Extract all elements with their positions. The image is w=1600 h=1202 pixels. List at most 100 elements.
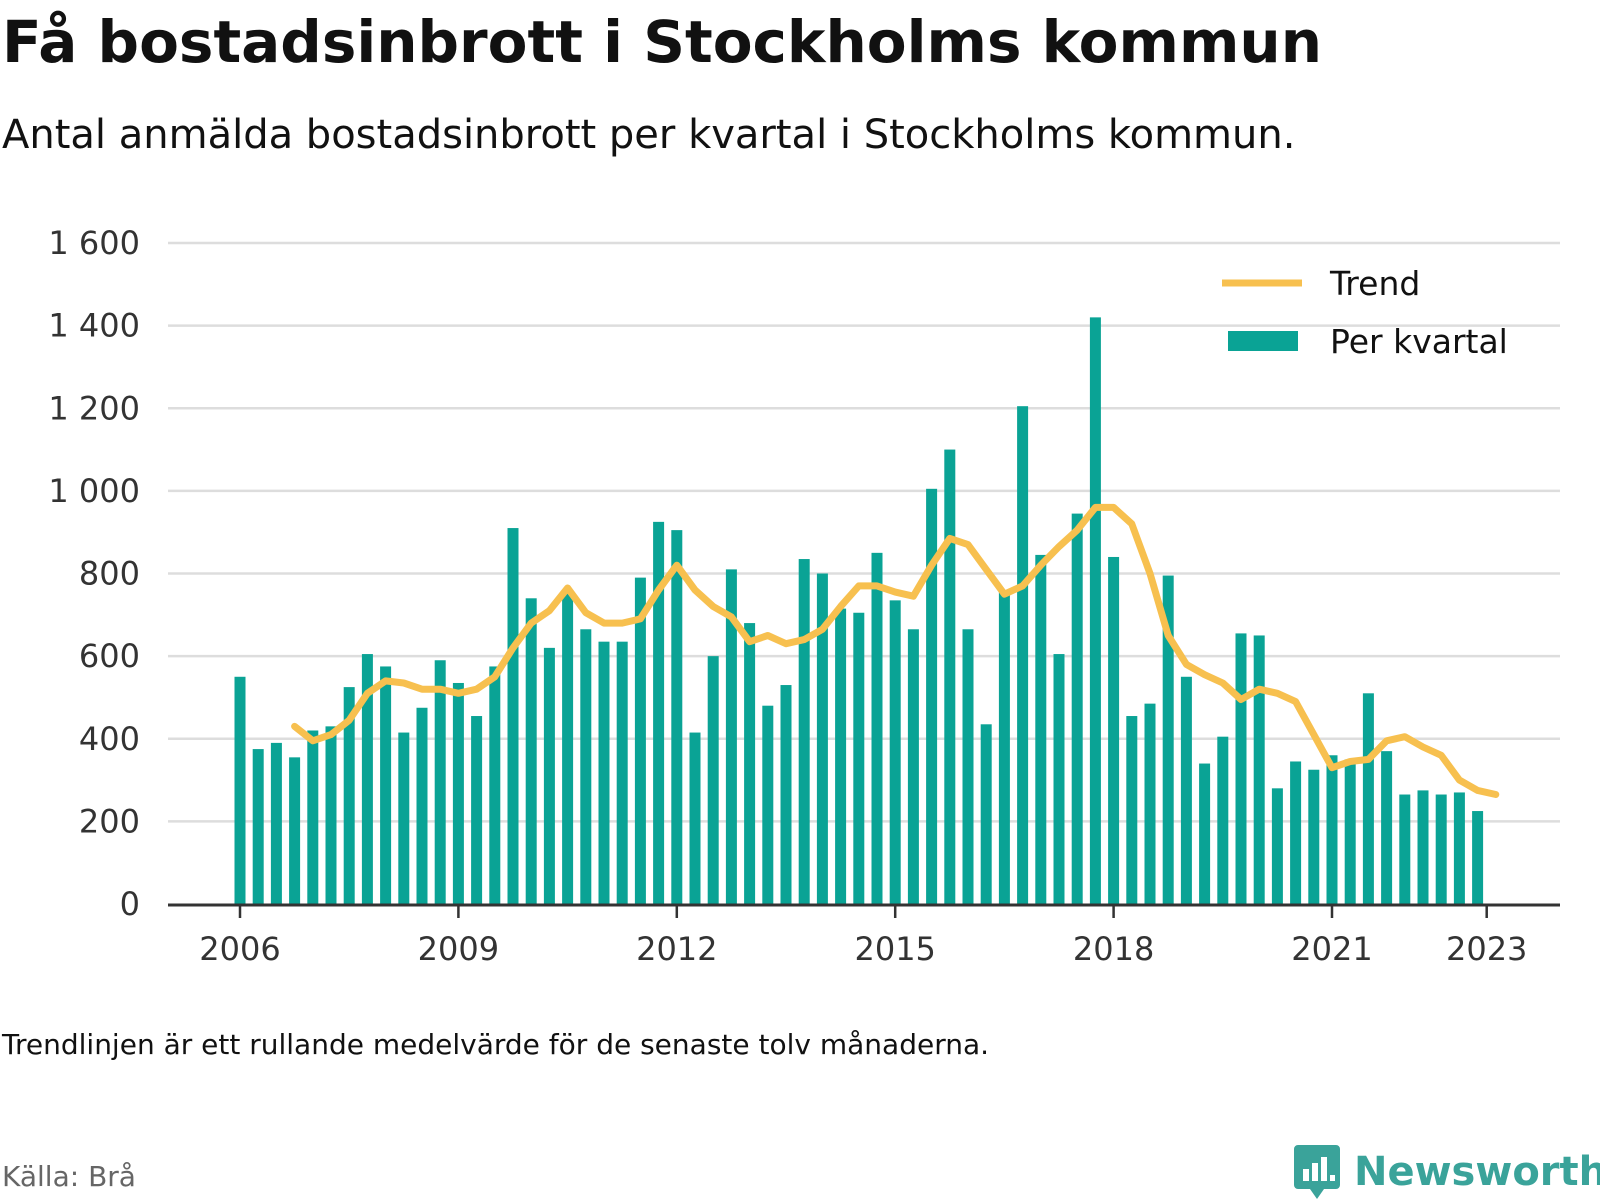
y-tick-label: 0 [120,885,140,923]
x-tick-label: 2015 [854,930,935,968]
bar [816,573,828,904]
bar [398,732,410,904]
y-tick-label: 1 400 [48,307,140,345]
bar [562,592,574,904]
bar [452,682,464,904]
bar [380,666,392,904]
bar [944,449,956,904]
y-tick-label: 400 [79,720,140,758]
bar [325,726,337,904]
bar [1126,716,1138,904]
bar [434,660,446,904]
bar [707,656,719,904]
bar [780,685,792,904]
newsworthy-logo-icon [1294,1145,1340,1199]
bar [744,623,756,904]
x-tick-label: 2006 [199,930,280,968]
bar [926,488,938,904]
bar [1290,761,1302,904]
bar [543,647,555,904]
trend-line [291,503,1500,798]
bar [1017,406,1029,904]
x-tick-label: 2023 [1446,930,1527,968]
bar-series-per-kvartal [234,317,1484,904]
chart-subtitle: Antal anmälda bostadsinbrott per kvartal… [2,112,1296,158]
bar [889,600,901,904]
bar [1180,676,1192,904]
bar [1399,794,1411,904]
bar [270,742,282,904]
brand-name: Newsworthy [1354,1149,1600,1195]
bar [252,749,264,904]
bar [653,521,665,904]
bar [1362,693,1374,904]
bar [1071,513,1083,904]
bar [1344,759,1356,904]
bar [343,687,355,904]
bar [1417,790,1429,904]
bar [671,530,683,904]
bar [1217,736,1229,904]
legend-bars-swatch [1228,331,1298,351]
bar [289,757,301,904]
x-tick-label: 2009 [418,930,499,968]
legend-bars-label: Per kvartal [1330,322,1508,361]
bar [234,676,246,904]
bar [871,552,883,904]
bar [1144,703,1156,904]
bar [798,559,810,904]
bar [1326,755,1338,904]
bar [307,730,319,904]
bar [416,707,428,904]
bar-line-chart: 0 200 400 600 800 1 000 1 200 1 400 1 600 2006 200… [48,224,1560,968]
x-tick-label: 2021 [1291,930,1372,968]
y-tick-label: 200 [79,802,140,840]
brand-logo: Newsworthy [1292,1142,1600,1202]
bar [361,654,373,904]
y-tick-label: 1 200 [48,389,140,427]
legend: Trend Per kvartal [1222,264,1508,361]
bar [907,629,919,904]
y-tick-label: 1 000 [48,472,140,510]
chart-title: Få bostadsinbrott i Stockholms kommun [2,8,1322,76]
bar [853,612,865,904]
bar [1108,556,1120,904]
bar [525,598,537,904]
bar [507,528,519,904]
bar [598,641,610,904]
bar [962,629,974,904]
bar [1271,788,1283,904]
y-tick-label: 600 [79,637,140,675]
bar [762,705,774,904]
bar [1089,317,1101,904]
bar [616,641,628,904]
legend-trend-label: Trend [1329,264,1420,303]
bar [1253,635,1265,904]
bar [1235,633,1247,904]
bar [1199,763,1211,904]
x-tick-label: 2018 [1073,930,1154,968]
bar [1035,554,1047,904]
x-tick-label: 2012 [636,930,717,968]
bar [489,666,501,904]
source-label: Källa: Brå [2,1160,136,1193]
bar [725,569,737,904]
bar [580,629,592,904]
bar [1453,792,1465,904]
bar [1435,794,1447,904]
y-tick-label: 1 600 [48,224,140,262]
bar [1162,575,1174,904]
bar [634,577,646,904]
axes: 0 200 400 600 800 1 000 1 200 1 400 1 600 2006 200… [48,224,1560,968]
trend-series [291,503,1500,798]
bar [998,592,1010,904]
trend-footnote: Trendlinjen är ett rullande medelvärde f… [2,1028,990,1061]
bar [1472,811,1484,904]
bar [835,608,847,904]
bar [689,732,701,904]
bar [1053,654,1065,904]
bar [471,716,483,904]
y-tick-label: 800 [79,555,140,593]
bar [1381,751,1393,904]
bar [980,724,992,904]
